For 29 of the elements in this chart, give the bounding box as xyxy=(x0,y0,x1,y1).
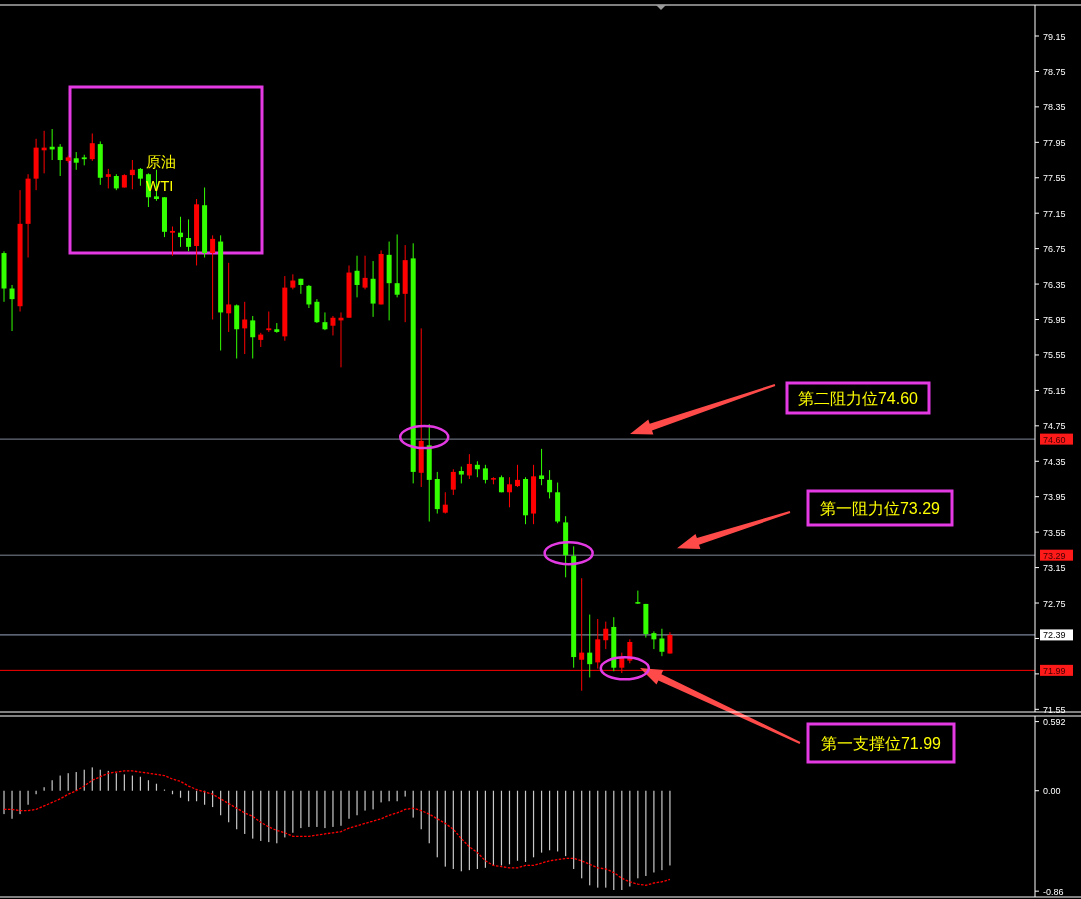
ref-line-label: 71.99 xyxy=(1043,665,1066,676)
y-tick-label: 75.55 xyxy=(1043,350,1066,361)
y-tick-label: 73.55 xyxy=(1043,527,1066,538)
annotation: 第二阻力位74.60 xyxy=(797,390,919,407)
annotation: 第一支撑位71.99 xyxy=(820,735,942,752)
line-series xyxy=(3,770,671,886)
y-tick-label: 74.35 xyxy=(1043,456,1066,467)
y-tick-label: 71.55 xyxy=(1043,704,1066,715)
y-tick-label: 75.95 xyxy=(1043,315,1066,326)
ref-line-label: 73.29 xyxy=(1043,550,1066,561)
ref-line-label: 72.39 xyxy=(1043,630,1066,641)
y-tick-label: -0.86 xyxy=(1043,886,1064,897)
ref-line-label: 74.60 xyxy=(1043,434,1066,445)
annotation: 第一阻力位73.29 xyxy=(819,500,941,517)
y-tick-label: 76.35 xyxy=(1043,279,1066,290)
y-tick-label: 73.95 xyxy=(1043,492,1066,503)
y-tick-label: 76.75 xyxy=(1043,244,1066,255)
y-tick-label: 79.15 xyxy=(1043,31,1066,42)
y-tick-label: 0.00 xyxy=(1043,786,1061,797)
y-tick-label: 75.15 xyxy=(1043,385,1066,396)
y-tick-label: 78.35 xyxy=(1043,102,1066,113)
y-tick-label: 77.55 xyxy=(1043,173,1066,184)
y-tick-label: 73.15 xyxy=(1043,563,1066,574)
y-tick-label: 77.95 xyxy=(1043,137,1066,148)
y-tick-label: 77.15 xyxy=(1043,208,1066,219)
y-tick-label: 78.75 xyxy=(1043,66,1066,77)
y-tick-label: 0.592 xyxy=(1043,717,1066,728)
y-tick-label: 74.75 xyxy=(1043,421,1066,432)
y-tick-label: 72.75 xyxy=(1043,598,1066,609)
